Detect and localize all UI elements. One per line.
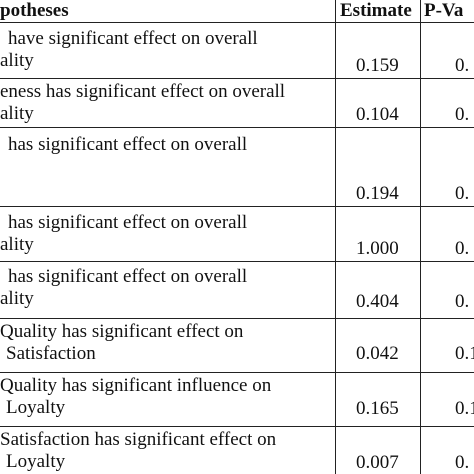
estimate-cell: 0.042 [356,343,399,364]
pvalue-cell: 0. [455,55,470,76]
column-divider [420,0,421,474]
pvalue-cell: 0. [455,238,470,259]
estimate-cell: 0.194 [356,183,399,204]
hypothesis-cell: has significant effect on overall ality [0,266,326,310]
pvalue-cell: 0. [455,291,470,312]
hypothesis-cell: Quality has significant influence on Loy… [0,375,326,419]
estimate-cell: 0.165 [356,398,399,419]
hypothesis-cell: have significant effect on overall ality [0,28,326,72]
hypothesis-line: has significant effect on overall [8,212,248,233]
header-pvalue: P-Va [424,0,464,21]
hypothesis-line: ality [0,50,34,71]
hypothesis-line: Quality has significant influence on [0,375,272,396]
hypothesis-cell: has significant effect on overall ality [0,212,326,256]
hypothesis-line: Loyalty [6,397,66,418]
hypothesis-cell: eness has significant effect on overall … [0,81,326,125]
hypothesis-line: has significant effect on overall [8,134,248,155]
hypothesis-line: has significant effect on overall [8,266,248,287]
hypothesis-line: Satisfaction [6,343,96,364]
row-divider [0,206,474,207]
row-divider [0,261,474,262]
pvalue-cell: 0. [455,452,470,473]
hypothesis-cell: has significant effect on overall [0,134,326,156]
estimate-cell: 0.159 [356,55,399,76]
row-divider [0,372,474,373]
row-divider [0,426,474,427]
pvalue-cell: 0. [455,104,470,125]
hypothesis-line: Loyalty [6,451,66,472]
estimate-cell: 0.104 [356,104,399,125]
hypothesis-line: eness has significant effect on overall [0,81,286,102]
pvalue-cell: 0. [455,183,470,204]
hypothesis-cell: Satisfaction has significant effect on L… [0,429,326,473]
estimate-cell: 0.404 [356,291,399,312]
hypothesis-cell: Quality has significant effect on Satisf… [0,321,326,365]
pvalue-cell: 0.1 [455,398,474,419]
row-divider [0,78,474,79]
row-divider [0,127,474,128]
estimate-cell: 0.007 [356,452,399,473]
estimate-cell: 1.000 [356,238,399,259]
hypothesis-line: have significant effect on overall [8,28,258,49]
hypothesis-line: Quality has significant effect on [0,321,244,342]
header-hypotheses: potheses [0,0,69,21]
hypothesis-line: ality [0,288,34,309]
hypothesis-line: ality [0,234,34,255]
column-divider [335,0,336,474]
row-divider [0,318,474,319]
hypothesis-line: ality [0,103,34,124]
hypothesis-line: Satisfaction has significant effect on [0,429,277,450]
header-estimate: Estimate [340,0,412,21]
pvalue-cell: 0.1 [455,343,474,364]
row-divider [0,22,474,23]
